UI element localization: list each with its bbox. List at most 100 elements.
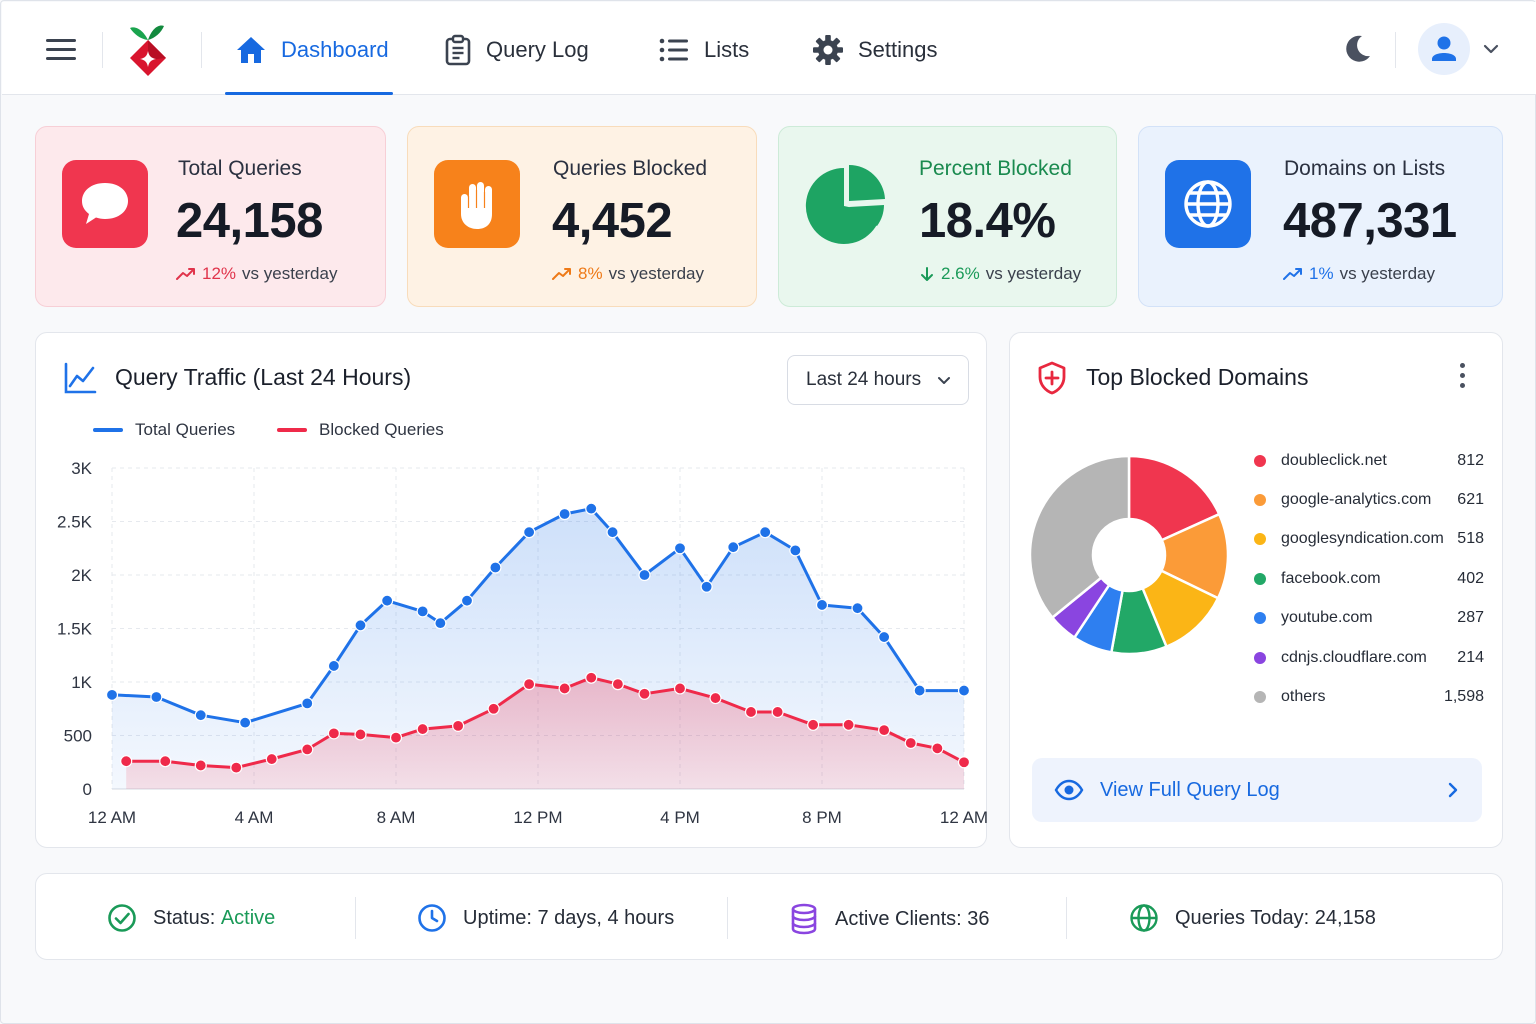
domain-name: cdnjs.cloudflare.com [1281,648,1427,666]
domain-list-item[interactable]: cdnjs.cloudflare.com 214 [1254,638,1486,677]
data-point [523,526,536,539]
domain-list-item[interactable]: googlesyndication.com 518 [1254,520,1486,559]
domain-list-item[interactable]: doubleclick.net 812 [1254,441,1486,480]
data-point [487,702,500,715]
more-options-icon[interactable] [1456,363,1468,391]
query-traffic-chart: 0 500 1K 1.5K 2K 2.5K 3K 12 AM 4 AM 8 AM 12 PM 4 PM… [57,459,988,827]
chevron-down-icon [938,377,950,384]
x-tick-label: 12 AM [88,808,136,827]
data-point [194,709,207,722]
domain-list-item[interactable]: facebook.com 402 [1254,559,1486,598]
data-point [381,594,394,607]
nav-lists[interactable]: Lists [658,28,749,72]
y-tick-label: 2.5K [57,513,93,532]
check-circle-icon [108,904,136,932]
legend-dot [1254,572,1266,585]
query-traffic-panel: Query Traffic (Last 24 Hours) Last 24 ho… [35,332,988,848]
pie-slice[interactable] [1028,454,1131,620]
stat-value: 487,331 [1283,194,1457,248]
data-point [354,728,367,741]
stat-delta: 2.6% vs yesterday [919,264,1081,284]
user-icon [1432,36,1456,61]
nav-dashboard[interactable]: Dashboard [235,28,389,72]
data-point [709,691,722,705]
list-icon [659,38,688,62]
legend-dot [1254,533,1266,546]
data-point [452,719,465,732]
data-point [416,722,429,736]
data-point [239,716,252,729]
legend-dot [1254,651,1266,664]
domain-list-item[interactable]: others 1,598 [1254,677,1486,716]
data-point [159,755,172,768]
stat-delta-text: vs yesterday [1339,264,1436,283]
data-point [354,619,367,632]
domain-count: 287 [1457,609,1484,627]
legend-label: Total Queries [135,420,236,439]
domain-name: googlesyndication.com [1281,530,1444,548]
active-clients-indicator: Active Clients: 36 [789,903,990,935]
uptime-indicator: Uptime: 7 days, 4 hours [417,903,674,933]
data-point [700,580,713,593]
view-full-query-log-button[interactable]: View Full Query Log [1032,758,1482,822]
data-point [931,742,944,755]
status-bar: Status: Active Uptime: 7 days, 4 hours A… [35,873,1503,960]
user-avatar[interactable] [1418,23,1470,75]
top-blocked-domains-legend: doubleclick.net 812 google-analytics.com 62… [1254,441,1486,717]
view-log-label: View Full Query Log [1100,778,1280,801]
data-point [105,688,119,701]
legend-item-total[interactable]: Total Queries [93,420,235,440]
home-icon [237,37,265,63]
shield-plus-icon [1038,361,1066,395]
legend-dot [1254,454,1266,467]
menu-icon[interactable] [46,37,78,63]
x-tick-label: 8 PM [802,808,842,827]
top-blocked-domains-pie-chart [1028,454,1230,656]
legend-swatch [93,428,123,432]
queries-today-indicator: Queries Today: 24,158 [1129,903,1376,933]
domain-list-item[interactable]: youtube.com 287 [1254,599,1486,638]
data-point [611,678,624,691]
status-label: Status: [153,906,216,929]
domain-count: 621 [1457,491,1484,509]
stat-card-percent-blocked: Percent Blocked 18.4% 2.6% vs yesterday [778,126,1117,307]
y-tick-label: 500 [64,727,92,746]
data-point [878,724,891,737]
data-point [301,697,314,710]
divider [102,32,103,68]
panel-title: Query Traffic (Last 24 Hours) [115,364,412,390]
dark-mode-moon-icon[interactable] [1340,32,1374,66]
data-point [389,731,403,744]
domain-count: 214 [1457,648,1484,666]
stat-delta-text: vs yesterday [242,264,338,283]
domain-list-item[interactable]: google-analytics.com 621 [1254,480,1486,519]
arrow-down-icon [921,267,933,281]
domain-count: 812 [1457,451,1484,469]
domain-count: 1,598 [1443,688,1484,706]
y-tick-label: 3K [71,459,92,478]
chevron-down-icon[interactable] [1482,40,1500,58]
time-range-select[interactable]: Last 24 hours [787,355,969,405]
y-tick-label: 1K [71,673,92,692]
series-area [126,677,964,789]
active-tab-indicator [225,92,393,95]
y-tick-label: 2K [71,566,92,585]
legend-item-blocked[interactable]: Blocked Queries [277,420,444,440]
divider [1395,32,1396,68]
legend-swatch [277,428,307,432]
pie-slice[interactable] [1127,454,1221,542]
domain-count: 402 [1457,569,1484,587]
data-point [807,718,820,731]
legend-label: Blocked Queries [319,420,444,439]
nav-settings-label: Settings [858,37,938,62]
nav-settings[interactable]: Settings [812,28,938,72]
stat-label: Domains on Lists [1284,157,1446,180]
globe-icon [1130,904,1158,932]
x-tick-label: 12 AM [940,808,988,827]
divider [355,897,356,939]
data-point [638,568,651,582]
stat-delta-percent: 8% [578,264,603,283]
nav-query-log[interactable]: Query Log [444,28,589,72]
stat-delta: 1% vs yesterday [1283,264,1435,284]
stat-delta-text: vs yesterday [985,264,1082,283]
